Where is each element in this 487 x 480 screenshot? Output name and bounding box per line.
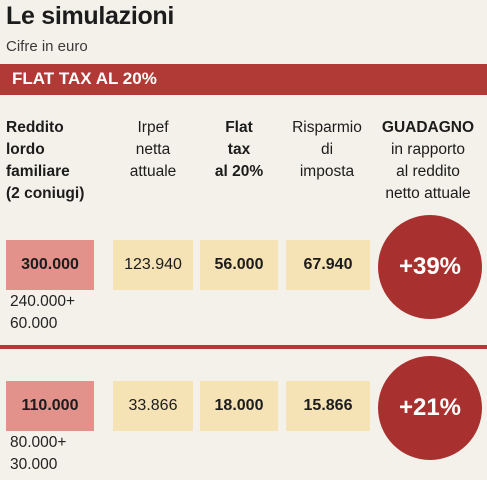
header-guadagno-line: al reddito [396,163,460,180]
irpef-cell: 33.866 [113,381,193,431]
page-subtitle: Cifre in euro [6,38,88,55]
reddito-split: 80.000+ 30.000 [10,432,66,476]
reddito-split-line: 240.000+ [10,293,76,310]
risparmio-cell: 15.866 [286,381,370,431]
flat-tax-cell: 56.000 [200,240,278,290]
section-banner: FLAT TAX AL 20% [0,64,487,95]
header-guadagno-line: in rapporto [390,141,466,158]
header-risparmio: Risparmio di imposta [284,117,370,183]
header-risparmio-line: Risparmio [292,119,362,136]
header-irpef-line: attuale [129,163,177,180]
row-divider [0,345,487,349]
header-flat-line: Flat [225,119,253,136]
reddito-cell: 110.000 [6,381,94,431]
irpef-cell: 123.940 [113,240,193,290]
header-guadagno-line: netto attuale [385,185,471,202]
risparmio-cell: 67.940 [286,240,370,290]
reddito-split-line: 80.000+ [10,434,67,451]
header-flat-tax: Flat tax al 20% [200,117,278,183]
header-risparmio-line: di [320,141,334,158]
reddito-cell: 300.000 [6,240,94,290]
header-reddito-line: (2 coniugi) [6,185,85,202]
header-risparmio-line: imposta [299,163,355,180]
guadagno-circle: +39% [378,215,482,319]
header-reddito-line: lordo [6,141,45,158]
header-guadagno-title: GUADAGNO [381,119,475,136]
header-flat-line: tax [227,141,251,158]
flat-tax-cell: 18.000 [200,381,278,431]
guadagno-circle: +21% [378,356,482,460]
banner-label: FLAT TAX AL 20% [12,69,157,88]
header-flat-line: al 20% [214,163,264,180]
reddito-split: 240.000+ 60.000 [10,291,75,335]
reddito-split-line: 30.000 [10,456,58,473]
reddito-split-line: 60.000 [10,315,58,332]
header-guadagno: GUADAGNO in rapporto al reddito netto at… [372,117,484,205]
header-irpef-line: Irpef [137,119,169,136]
header-reddito-line: Reddito [6,119,64,136]
page-title: Le simulazioni [6,2,175,30]
header-reddito: Reddito lordo familiare (2 coniugi) [6,117,106,205]
header-irpef-line: netta [135,141,171,158]
header-irpef: Irpef netta attuale [112,117,194,183]
header-reddito-line: familiare [6,163,70,180]
